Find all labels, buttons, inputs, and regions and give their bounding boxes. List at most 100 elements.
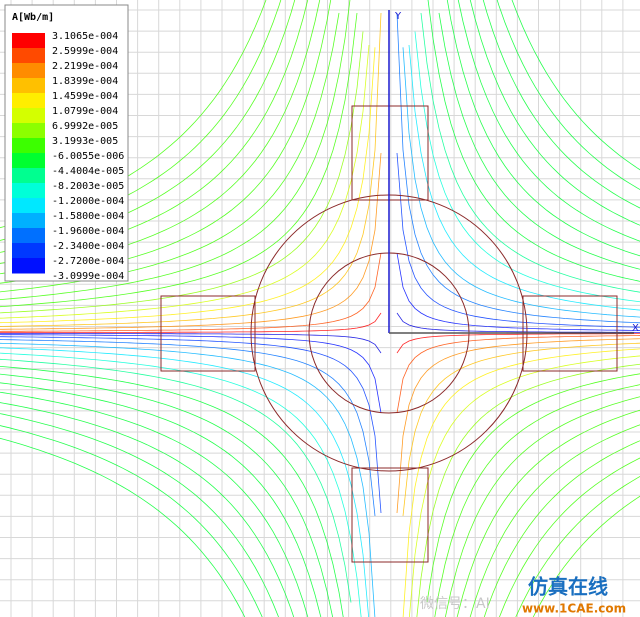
legend-label: -4.4004e-005 <box>52 166 124 177</box>
contour <box>0 336 382 514</box>
legend-label: -3.0999e-004 <box>52 271 124 282</box>
contour <box>446 0 640 257</box>
contour <box>0 352 362 617</box>
legend-swatch <box>12 243 45 259</box>
contour <box>0 0 332 284</box>
legend-swatch <box>12 78 45 94</box>
contour <box>0 312 382 333</box>
contour <box>427 0 640 282</box>
contour <box>0 333 382 354</box>
contour <box>396 335 640 414</box>
legend-swatch <box>12 153 45 169</box>
legend-label: -8.2003e-005 <box>52 181 124 192</box>
axes <box>388 10 634 334</box>
legend-swatch <box>12 63 45 79</box>
legend-label: -1.2000e-004 <box>52 196 124 207</box>
contour <box>0 382 322 617</box>
legend-swatch <box>12 108 45 124</box>
url-watermark: www.1CAE.com <box>522 602 626 616</box>
contour <box>0 152 382 330</box>
contour <box>511 0 640 171</box>
contour <box>0 31 364 314</box>
legend-swatch <box>12 168 45 184</box>
legend-swatch <box>12 138 45 154</box>
contour <box>408 44 640 311</box>
legend-swatch <box>12 33 45 49</box>
contour <box>0 347 370 617</box>
contour <box>396 12 640 324</box>
brand-watermark: 仿真在线 <box>528 575 608 599</box>
legend-swatch <box>12 198 45 214</box>
contour <box>532 495 640 617</box>
contour <box>482 0 640 209</box>
legend: A[Wb/m] 3.1065e-004 2.5999e-004 2.2199e-00… <box>4 4 129 282</box>
contour <box>396 152 640 328</box>
legend-swatch <box>12 258 45 274</box>
contour <box>402 47 640 318</box>
contour <box>483 440 640 617</box>
legend-label: 1.4599e-004 <box>52 91 118 102</box>
legend-label: 2.2199e-004 <box>52 61 118 72</box>
contour <box>499 457 640 617</box>
contour <box>0 342 376 617</box>
legend-swatch <box>12 48 45 64</box>
contour <box>0 358 352 603</box>
y-axis-label: Y <box>394 11 402 22</box>
contour <box>469 0 640 226</box>
contour <box>0 339 376 516</box>
contour <box>469 424 640 617</box>
legend-label: -1.5800e-004 <box>52 211 124 222</box>
x-axis-label: X <box>632 323 639 334</box>
legend-label: -2.7200e-004 <box>52 256 124 267</box>
contour <box>426 373 640 603</box>
legend-swatch <box>12 213 45 229</box>
legend-label: 1.8399e-004 <box>52 76 118 87</box>
legend-label: 6.9992e-005 <box>52 121 118 132</box>
legend-label: -6.0055e-006 <box>52 151 124 162</box>
contour <box>444 396 640 617</box>
contour <box>0 12 358 308</box>
contour <box>0 0 267 229</box>
wechat-watermark: 微信号：AI <box>420 596 490 612</box>
contour <box>0 373 334 617</box>
contour <box>496 0 640 191</box>
contour <box>515 475 640 617</box>
contour <box>408 355 640 617</box>
contour <box>0 47 376 324</box>
contour <box>0 425 263 617</box>
contour <box>414 31 640 303</box>
contour <box>0 252 382 332</box>
contour <box>402 348 640 617</box>
contour <box>0 437 246 617</box>
legend-label: -2.3400e-004 <box>52 241 124 252</box>
contour <box>0 334 382 414</box>
contour <box>420 12 640 293</box>
contour <box>0 0 282 241</box>
contour <box>396 252 640 331</box>
contour <box>396 333 640 354</box>
contour <box>0 0 309 264</box>
legend-label: 3.1993e-005 <box>52 136 118 147</box>
legend-swatch <box>12 183 45 199</box>
contour <box>0 0 351 301</box>
contour <box>438 12 640 270</box>
legend-label: 1.0799e-004 <box>52 106 118 117</box>
contour <box>456 409 640 617</box>
legend-label: 3.1065e-004 <box>52 31 118 42</box>
contour <box>457 0 640 242</box>
contour <box>0 44 370 319</box>
legend-title: A[Wb/m] <box>12 12 54 23</box>
contour <box>0 0 296 253</box>
legend-swatch <box>12 123 45 139</box>
contour <box>0 413 279 617</box>
contour <box>0 12 340 293</box>
legend-label: 2.5999e-004 <box>52 46 118 57</box>
contour <box>0 391 309 617</box>
contour <box>396 338 640 514</box>
legend-swatch <box>12 228 45 244</box>
contour <box>0 402 295 617</box>
contour <box>434 384 640 617</box>
legend-swatch <box>12 93 45 109</box>
